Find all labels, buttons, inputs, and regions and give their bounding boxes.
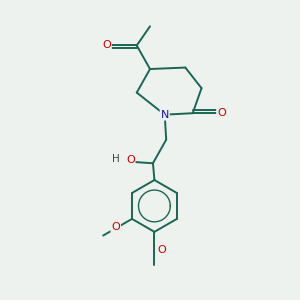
Text: O: O <box>111 222 120 232</box>
Text: O: O <box>126 155 135 165</box>
Text: N: N <box>160 110 169 120</box>
Text: O: O <box>102 40 111 50</box>
Text: O: O <box>217 108 226 118</box>
Text: O: O <box>158 245 166 255</box>
Text: H: H <box>112 154 119 164</box>
